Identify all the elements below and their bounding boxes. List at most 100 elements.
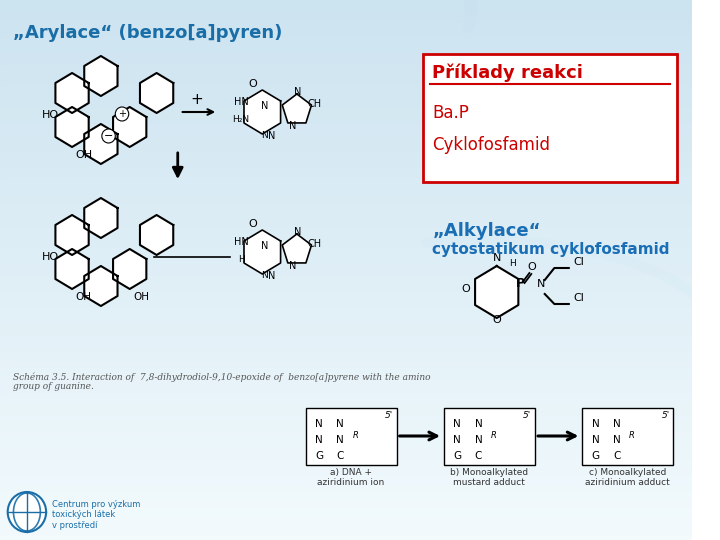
Bar [0,297,692,302]
Polygon shape [55,107,89,147]
Bar [0,416,692,421]
Text: −: − [104,131,113,141]
Bar [0,508,692,513]
Bar [0,92,692,97]
Text: a) DNA +
aziridinium ion: a) DNA + aziridinium ion [317,468,384,488]
Text: N: N [592,419,600,429]
Bar [0,254,692,259]
Text: N: N [269,271,276,281]
Bar [0,459,692,464]
Text: N: N [336,419,344,429]
Text: N: N [289,261,297,271]
FancyBboxPatch shape [423,54,678,182]
Bar [0,491,692,497]
Text: c) Monoalkylated
aziridinium adduct: c) Monoalkylated aziridinium adduct [585,468,670,488]
Bar [0,162,692,167]
Text: N: N [592,435,600,445]
Text: N: N [261,132,268,140]
Text: N: N [536,279,545,289]
Bar [0,383,692,389]
Polygon shape [84,124,117,164]
Bar [0,227,692,232]
Bar [0,535,692,540]
Bar [0,221,692,227]
Text: C: C [613,451,621,461]
Polygon shape [140,73,174,113]
Text: group of guanine.: group of guanine. [14,382,94,391]
Bar [0,146,692,151]
Text: HO: HO [42,252,60,262]
Polygon shape [55,215,89,255]
Text: N: N [474,435,482,445]
Text: HO: HO [42,110,60,120]
Bar [0,151,692,157]
Bar [0,502,692,508]
Bar [0,378,692,383]
Bar [0,400,692,405]
Bar [0,113,692,119]
Text: 5': 5' [523,411,531,420]
Bar [0,232,692,238]
Text: O: O [248,79,257,89]
Bar [0,470,692,475]
Bar [0,140,692,146]
Polygon shape [113,249,146,289]
Bar [0,59,692,65]
Text: H₂N: H₂N [233,116,250,125]
Bar [0,486,692,491]
Polygon shape [55,73,89,113]
Bar [0,275,692,281]
Bar [0,173,692,178]
Text: O: O [462,284,470,294]
Bar [0,518,692,524]
Text: Schéma 3.5. Interaction of  7,8-dihydrodiol-9,10-epoxide of  benzo[a]pyrene with: Schéma 3.5. Interaction of 7,8-dihydrodi… [14,372,431,381]
Bar [0,308,692,313]
Bar [0,356,692,362]
Bar [0,32,692,38]
Text: „Alkylace“: „Alkylace“ [432,222,541,240]
Polygon shape [244,90,281,134]
Text: N: N [315,419,323,429]
Text: CH: CH [307,99,321,109]
Text: N: N [336,435,344,445]
Bar [0,454,692,459]
Polygon shape [140,215,174,255]
Text: N: N [474,419,482,429]
Text: N: N [454,419,462,429]
FancyBboxPatch shape [305,408,397,465]
Bar [0,103,692,108]
Polygon shape [113,107,146,147]
Bar [0,389,692,394]
Text: 5': 5' [384,411,393,420]
Text: H: H [509,259,516,268]
Polygon shape [84,266,117,306]
Bar [0,443,692,448]
Text: G: G [315,451,323,461]
Text: HN: HN [234,237,248,247]
Bar [0,367,692,373]
Bar [0,54,692,59]
Bar [0,243,692,248]
Bar [0,70,692,76]
Text: N: N [261,272,268,280]
Polygon shape [84,198,117,238]
Bar [0,0,692,5]
Text: N: N [261,241,268,251]
Text: OH: OH [75,150,92,160]
Text: C: C [336,451,343,461]
Bar [0,194,692,200]
Text: O: O [248,219,257,229]
Text: Cyklofosfamid: Cyklofosfamid [432,136,550,154]
Bar [0,184,692,189]
Text: R: R [629,431,635,441]
Bar [0,394,692,400]
Bar [0,346,692,351]
FancyBboxPatch shape [444,408,535,465]
Bar [0,130,692,135]
Polygon shape [84,56,117,96]
Circle shape [102,129,115,143]
Text: OH: OH [133,292,149,302]
Bar [0,167,692,173]
Bar [0,265,692,270]
Bar [0,497,692,502]
